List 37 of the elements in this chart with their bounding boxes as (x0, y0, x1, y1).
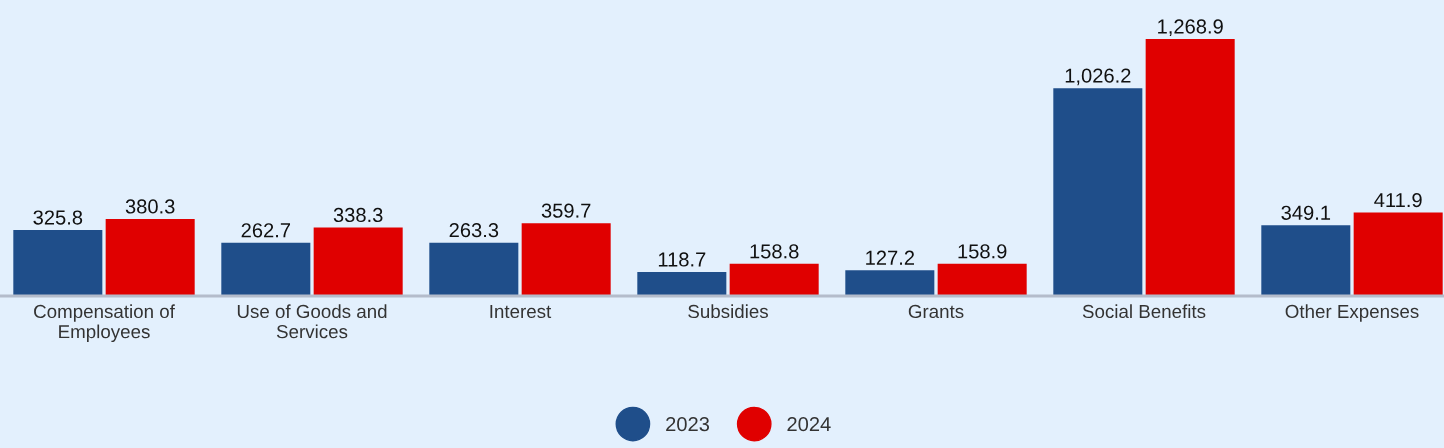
x-tick-label: Social Benefits (1082, 304, 1206, 319)
bar (221, 242, 311, 296)
bar (313, 227, 403, 296)
bar (937, 263, 1027, 296)
data-label: 338.3 (333, 207, 383, 223)
bar (637, 271, 727, 296)
data-label: 263.3 (449, 223, 499, 238)
bar (1145, 39, 1235, 296)
legend-label: 2024 (787, 417, 831, 432)
bar (105, 218, 195, 296)
data-label: 359.7 (541, 203, 591, 218)
x-tick-label: Grants (908, 304, 964, 319)
data-label: 127.2 (866, 250, 915, 265)
x-tick-label: Compensation of Employees (34, 304, 175, 343)
bar (521, 223, 611, 296)
x-tick-label: Subsidies (688, 304, 768, 319)
data-label: 380.3 (125, 199, 175, 214)
x-tick-label: Use of Goods and Services (237, 304, 387, 339)
x-tick-label: Interest (490, 305, 552, 319)
bar (845, 270, 935, 296)
data-label: 411.9 (1374, 192, 1422, 208)
bar (1053, 88, 1143, 296)
data-label: 262.7 (241, 223, 291, 238)
data-label: 1,026.2 (1065, 68, 1131, 86)
bar (13, 230, 103, 296)
data-label: 158.9 (958, 244, 1007, 259)
data-label: 158.8 (750, 244, 799, 259)
x-tick-label: Other Expenses (1285, 304, 1419, 322)
data-label: 1,268.9 (1158, 19, 1223, 37)
data-label: 325.8 (33, 210, 83, 225)
bar (729, 263, 819, 296)
bar (429, 242, 519, 296)
data-label: 118.7 (658, 252, 706, 267)
bar (1353, 212, 1443, 296)
data-label: 349.1 (1281, 205, 1331, 220)
legend-label: 2023 (666, 417, 710, 432)
bar (1261, 225, 1351, 296)
